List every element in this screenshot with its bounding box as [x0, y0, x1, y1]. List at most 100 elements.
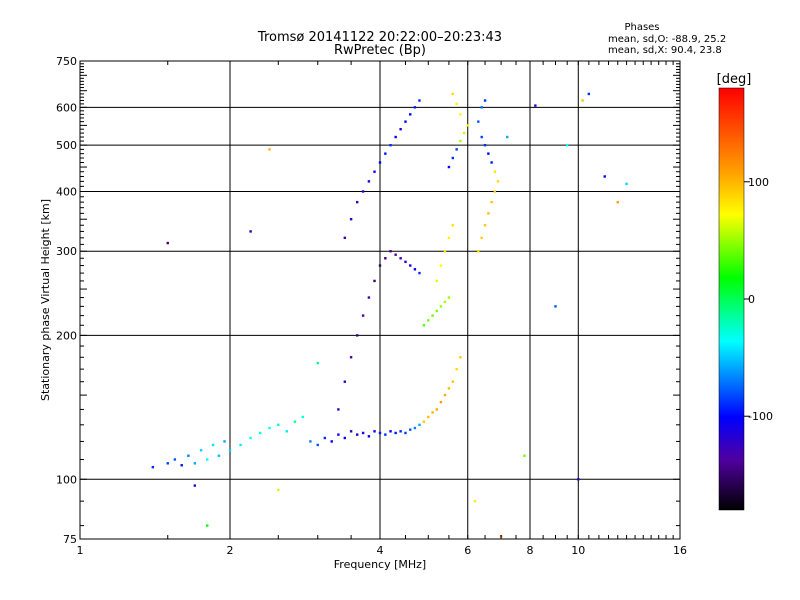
- data-point: [343, 436, 347, 440]
- data-point: [554, 305, 557, 308]
- x-tick-label: 8: [527, 544, 534, 557]
- data-point: [293, 420, 297, 423]
- data-point: [587, 92, 591, 96]
- data-point: [439, 305, 443, 308]
- data-point: [394, 253, 397, 256]
- colorbar-label: [deg]: [717, 72, 752, 87]
- data-point: [199, 449, 203, 452]
- data-point: [349, 430, 353, 433]
- y-tick-label: 400: [56, 185, 77, 198]
- data-point: [228, 449, 232, 452]
- data-point: [151, 465, 155, 469]
- data-point: [205, 524, 209, 527]
- data-point: [435, 309, 438, 313]
- data-point: [249, 230, 252, 233]
- data-point: [462, 131, 466, 135]
- data-point: [451, 380, 455, 383]
- data-point: [625, 182, 628, 186]
- data-point: [337, 433, 340, 436]
- colorbar-tick-label: -100: [748, 410, 773, 423]
- data-point: [451, 92, 455, 96]
- axis-tick-labels: 1 2 4 6 8 10 16 75 100 200 300 400 500 600 750: [56, 55, 687, 557]
- data-point: [487, 212, 490, 215]
- y-tick-label: 500: [56, 139, 77, 152]
- data-point: [413, 268, 417, 271]
- y-tick-label: 75: [63, 533, 77, 546]
- data-point: [447, 165, 451, 169]
- data-point: [239, 443, 242, 447]
- data-point: [447, 387, 451, 390]
- data-point: [435, 279, 438, 283]
- data-point: [455, 148, 458, 151]
- data-point: [447, 296, 451, 299]
- data-point: [378, 264, 382, 267]
- data-point: [581, 99, 584, 102]
- data-point: [483, 99, 487, 102]
- data-point: [477, 120, 480, 123]
- x-tick-label: 10: [571, 544, 585, 557]
- data-point: [404, 260, 407, 264]
- data-point: [394, 431, 397, 435]
- data-point: [487, 152, 490, 155]
- data-point: [259, 431, 262, 435]
- x-tick-label: 6: [464, 544, 471, 557]
- data-point: [389, 430, 392, 433]
- data-point: [166, 241, 169, 245]
- data-point: [455, 367, 458, 371]
- data-points: [151, 92, 628, 538]
- data-point: [217, 454, 221, 457]
- data-point: [399, 257, 402, 260]
- colorbar: [deg] 100 0 -100: [717, 72, 773, 511]
- data-point: [413, 426, 417, 430]
- data-point: [473, 499, 477, 503]
- data-point: [361, 431, 365, 435]
- data-point: [309, 440, 312, 443]
- data-point: [480, 236, 483, 240]
- chart-subtitle: RwPretec (Bp): [334, 43, 426, 58]
- data-point: [409, 113, 412, 116]
- data-point: [337, 408, 340, 411]
- y-tick-label: 200: [56, 329, 77, 342]
- data-point: [418, 271, 421, 275]
- data-point: [249, 436, 252, 440]
- data-point: [173, 458, 177, 461]
- data-point: [343, 380, 347, 383]
- data-point: [443, 393, 447, 397]
- data-point: [422, 324, 426, 327]
- data-point: [373, 170, 376, 173]
- data-point: [389, 143, 392, 147]
- data-point: [301, 415, 305, 419]
- data-point: [477, 250, 480, 253]
- x-tick-label: 4: [377, 544, 384, 557]
- data-point: [443, 250, 447, 253]
- data-point: [367, 296, 371, 299]
- data-point: [577, 478, 580, 481]
- data-point: [534, 104, 537, 107]
- data-point: [439, 264, 443, 267]
- data-point: [285, 430, 288, 433]
- phase-legend: Phases mean, sd,O: -88.9, 25.2 mean, sd,…: [608, 22, 726, 56]
- legend-line-o: mean, sd,O: -88.9, 25.2: [608, 34, 726, 45]
- axis-ticks: [79, 60, 681, 539]
- data-point: [490, 161, 493, 164]
- y-tick-label: 600: [56, 101, 77, 114]
- data-point: [427, 319, 430, 322]
- x-axis-label: Frequency [MHz]: [334, 558, 426, 571]
- data-point: [505, 135, 509, 139]
- data-point: [349, 218, 353, 221]
- data-point: [418, 423, 421, 427]
- data-point: [455, 102, 458, 106]
- x-tick-label: 1: [77, 544, 84, 557]
- data-point: [431, 314, 434, 317]
- data-point: [496, 180, 500, 183]
- data-point: [277, 488, 280, 492]
- data-point: [431, 411, 434, 414]
- data-point: [480, 106, 483, 109]
- data-point: [459, 139, 462, 143]
- data-point: [193, 484, 197, 487]
- data-point: [361, 190, 365, 193]
- chart-title: Tromsø 20141122 20:22:00–20:23:43: [257, 30, 502, 45]
- data-point: [399, 127, 402, 131]
- y-axis-label: Stationary phase Virtual Height [km]: [39, 199, 52, 401]
